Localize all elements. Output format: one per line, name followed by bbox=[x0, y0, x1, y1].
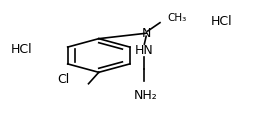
Text: HCl: HCl bbox=[211, 15, 233, 28]
Text: NH₂: NH₂ bbox=[134, 89, 157, 102]
Text: Cl: Cl bbox=[57, 73, 69, 86]
Text: CH₃: CH₃ bbox=[167, 13, 187, 23]
Text: HCl: HCl bbox=[11, 43, 33, 56]
Text: N: N bbox=[141, 27, 151, 40]
Text: HN: HN bbox=[135, 44, 154, 57]
